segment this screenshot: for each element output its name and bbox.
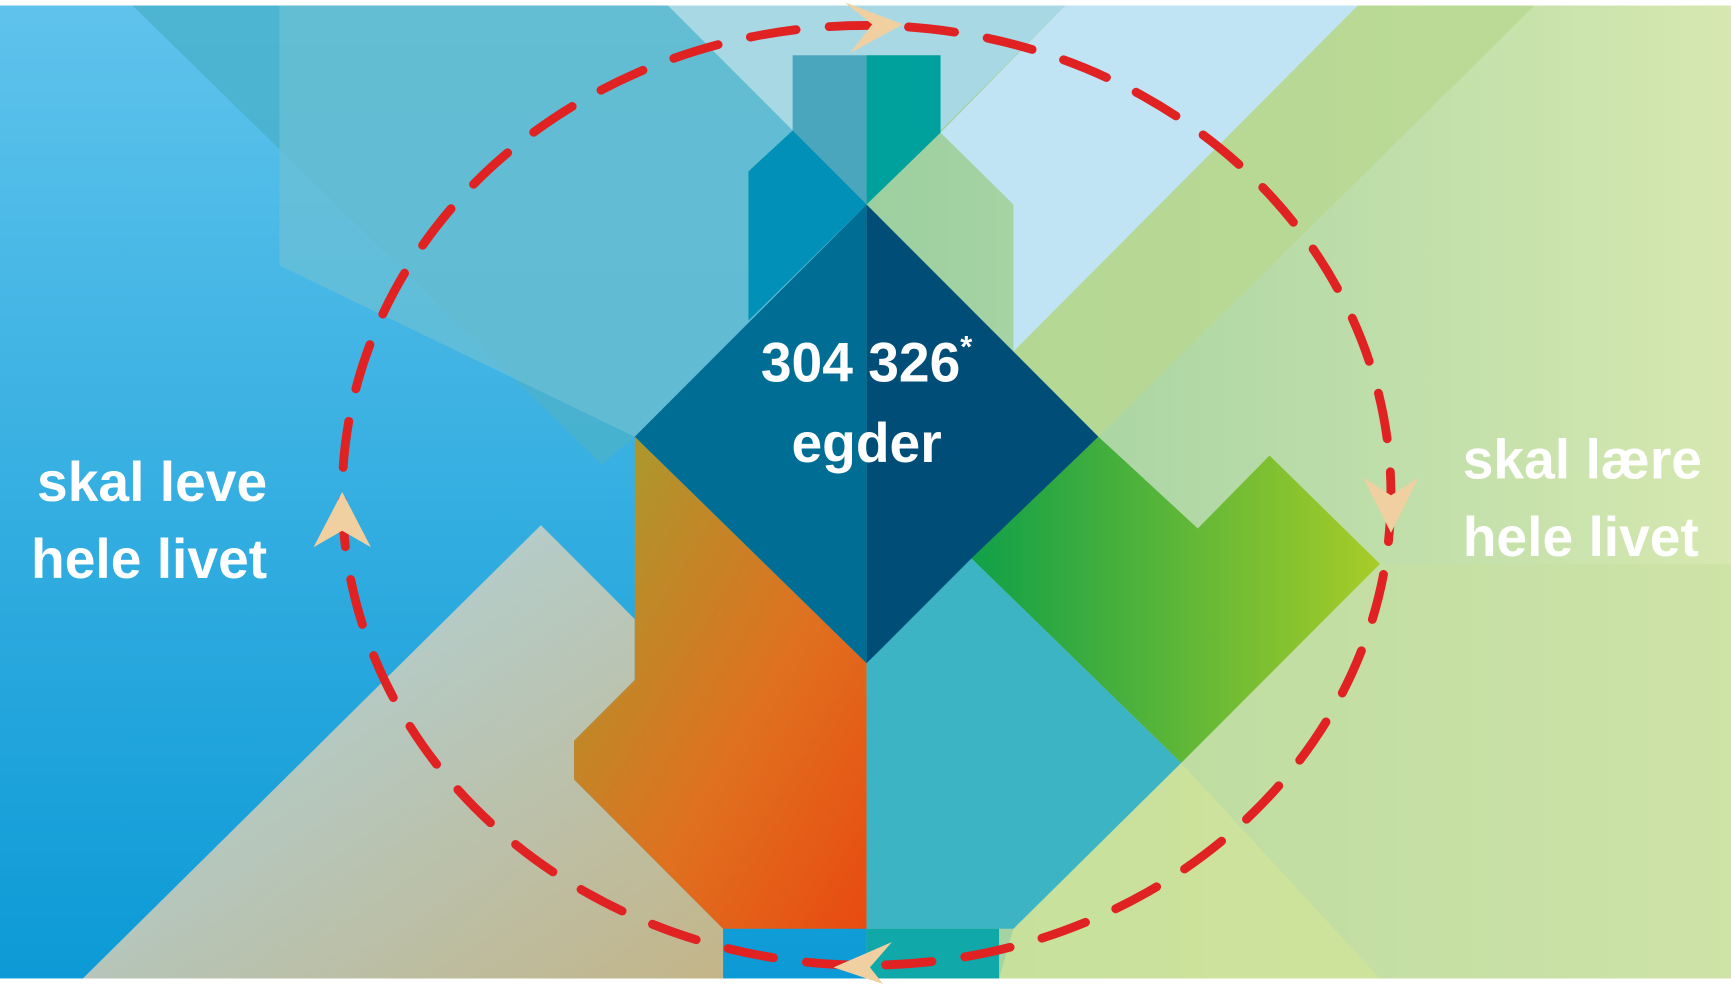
right-label: hele livet <box>1463 506 1699 568</box>
graphic: 304 326* egder skal leve hele livet skal… <box>0 0 1731 984</box>
left-label: skal leve <box>37 451 267 513</box>
right-label: skal lære <box>1463 429 1702 491</box>
value: 304 326 <box>761 331 960 393</box>
left-label: hele livet <box>31 528 267 590</box>
page: {"center": {"value": "304 326", "footnot… <box>0 0 1731 984</box>
center-value: 304 326* <box>761 329 972 393</box>
footnote-mark: * <box>960 329 972 364</box>
center-unit: egder <box>791 412 941 474</box>
